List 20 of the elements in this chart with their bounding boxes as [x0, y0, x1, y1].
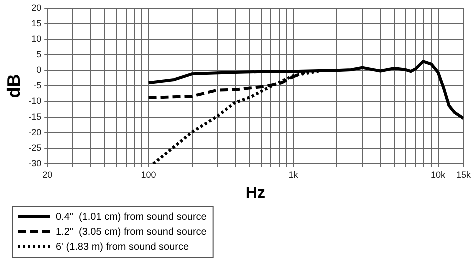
x-tick-label: 1k — [288, 170, 299, 180]
x-tick-label: 100 — [141, 170, 156, 180]
x-tick-label: 10k — [431, 170, 446, 180]
y-tick-label: 15 — [32, 18, 42, 28]
legend-label: 1.2" (3.05 cm) from sound source — [56, 226, 208, 238]
y-tick-label: -25 — [28, 142, 42, 153]
x-axis-title: Hz — [246, 184, 266, 202]
y-tick-label: -15 — [28, 112, 42, 122]
y-tick-label: 20 — [32, 2, 42, 13]
y-tick-label: 0 — [36, 65, 42, 76]
legend-label: 6' (1.83 m) from sound source — [56, 242, 190, 253]
y-tick-label: -10 — [28, 96, 42, 106]
x-tick-label: 15k — [456, 170, 472, 180]
y-tick-label: 5 — [36, 50, 42, 60]
y-tick-label: 10 — [32, 34, 42, 44]
y-tick-label: -5 — [34, 80, 42, 91]
legend-label: 0.4" (1.01 cm) from sound source — [56, 212, 208, 223]
y-tick-label: -30 — [28, 158, 42, 168]
y-tick-label: -20 — [28, 127, 42, 138]
y-axis-title: dB — [4, 74, 24, 98]
